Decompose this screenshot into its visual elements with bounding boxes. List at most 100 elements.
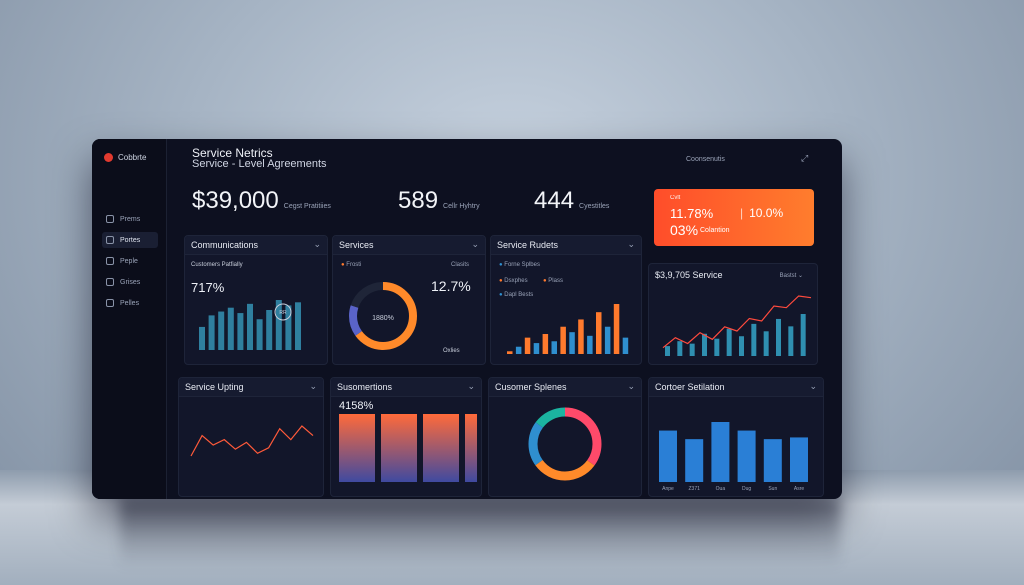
kpi-label: Cegst Pratitiies	[283, 203, 331, 210]
bar	[524, 337, 531, 354]
chevron-down-icon[interactable]: ⌄	[467, 381, 475, 391]
chevron-down-icon[interactable]: ⌄	[627, 381, 635, 391]
panel-title: Cortoer Setilation	[655, 382, 725, 392]
chevron-down-icon[interactable]: ⌄	[627, 239, 635, 249]
highlight-card[interactable]: Cvlt 11.78% | 10.0% 03% Colantion	[654, 189, 814, 246]
panel-header	[489, 378, 641, 397]
communications-chart: RR	[199, 300, 301, 350]
sidebar-item-label: Grises	[120, 278, 141, 286]
kpi-revenue: $39,000 Cegst Pratitiies	[192, 187, 331, 215]
panel-cortoer-setilation: Cortoer Setilation ⌄ Anpe Z371 Oua Dug Sun As…	[648, 377, 824, 497]
service-rudets-chart	[507, 304, 629, 354]
kpi-value: $39,000	[192, 187, 279, 214]
bar	[659, 430, 677, 482]
bar	[763, 439, 782, 482]
bar	[542, 334, 549, 354]
kpi-value: 444	[534, 187, 575, 214]
tick-label: Asre	[794, 486, 805, 492]
sidebar-item-4[interactable]: Pelles	[102, 295, 158, 311]
bar	[776, 318, 781, 356]
expand-icon[interactable]: ⤢	[801, 153, 809, 163]
panel-header	[649, 378, 823, 397]
susomertions-chart	[339, 414, 477, 482]
panel-services: Services ⌄ ● Frosti Clasits 12.7% Oxlies…	[332, 235, 486, 365]
chevron-down-icon[interactable]: ⌄	[313, 239, 321, 249]
panel-service-line: $3,9,705 Service Bastst ⌄	[648, 263, 818, 365]
header-right-label[interactable]: Coonsenutis	[686, 156, 725, 163]
nav-icon	[106, 215, 114, 223]
chevron-down-icon[interactable]: ⌄	[309, 381, 317, 391]
sidebar-item-2[interactable]: Peple	[102, 253, 158, 269]
panel-communications: Communications ⌄ Customers Patfially 717…	[184, 235, 328, 365]
service-upting-chart	[190, 425, 314, 457]
tick-label: Dug	[742, 486, 751, 492]
legend-label: Plass	[548, 278, 563, 284]
tick-label: Sun	[768, 486, 777, 492]
panel-header	[185, 236, 327, 255]
bar	[199, 326, 205, 350]
donut-slice	[349, 282, 417, 350]
panel-big-value: 4158%	[339, 400, 374, 412]
tick-label: Anpe	[662, 486, 674, 492]
bar	[711, 422, 730, 482]
legend-item: ● Dsxphes	[499, 278, 528, 284]
sidebar-item-label: Prems	[120, 215, 141, 223]
bar	[800, 314, 806, 356]
nav-icon	[106, 236, 114, 244]
services-donut: 1880%	[349, 282, 417, 350]
panel-footer: Oxlies	[443, 348, 460, 354]
legend-label: Dsxphes	[504, 278, 528, 284]
panel-title: Service Rudets	[497, 240, 559, 250]
kpi-label: Cellr Hyhtry	[443, 203, 480, 210]
bar	[560, 326, 566, 354]
logo[interactable]: Cobbrte	[104, 153, 146, 162]
bar	[551, 341, 557, 354]
kpi-count: 589 Cellr Hyhtry	[398, 187, 480, 215]
highlight-label: Colantion	[700, 227, 730, 234]
series-line	[190, 425, 314, 457]
bar	[587, 335, 593, 354]
panel-big-value: 717%	[191, 280, 225, 295]
legend-item: ● Dapl Bests	[499, 292, 534, 298]
bar	[689, 343, 695, 356]
filter-dropdown[interactable]: Bastst ⌄	[779, 273, 803, 279]
panel-title: $3,9,705 Service	[655, 270, 723, 280]
bar	[237, 313, 244, 350]
donut-slice	[349, 282, 417, 350]
chart-highlight-badge: RR	[279, 310, 287, 316]
legend-label: Frosti	[346, 262, 362, 268]
donut-slice	[528, 407, 602, 481]
bar	[613, 304, 620, 354]
legend-item: ● Frosti	[341, 262, 362, 268]
nav-icon	[106, 278, 114, 286]
chart-highlight-ring	[274, 303, 292, 321]
bar	[285, 305, 292, 350]
bar	[295, 302, 301, 350]
bar	[665, 346, 670, 356]
bar	[275, 300, 282, 350]
sidebar-item-3[interactable]: Grises	[102, 274, 158, 290]
bar	[247, 303, 253, 350]
bar	[266, 310, 273, 350]
chevron-down-icon[interactable]: ⌄	[471, 239, 479, 249]
tick-label: Z371	[688, 486, 700, 492]
sidebar-item-1[interactable]: Portes	[102, 232, 158, 248]
highlight-tag: Cvlt	[670, 195, 681, 201]
legend-item: ● Forne Splbes	[499, 262, 540, 268]
panel-header	[333, 236, 485, 255]
donut-slice	[528, 407, 602, 481]
bar	[685, 439, 704, 482]
bar	[578, 319, 584, 354]
bar	[714, 338, 720, 356]
panel-header	[331, 378, 481, 397]
logo-icon	[104, 153, 113, 162]
panel-big-value: 12.7%	[431, 278, 471, 294]
chevron-down-icon[interactable]: ⌄	[809, 381, 817, 391]
legend-item: ● Plass	[543, 278, 563, 284]
sidebar-item-label: Peple	[120, 257, 138, 265]
legend-item: Clasits	[451, 262, 470, 268]
bar	[596, 312, 602, 354]
reflection	[120, 498, 840, 568]
cusomer-splenes-donut	[528, 407, 602, 481]
sidebar-item-0[interactable]: Prems	[102, 211, 158, 227]
